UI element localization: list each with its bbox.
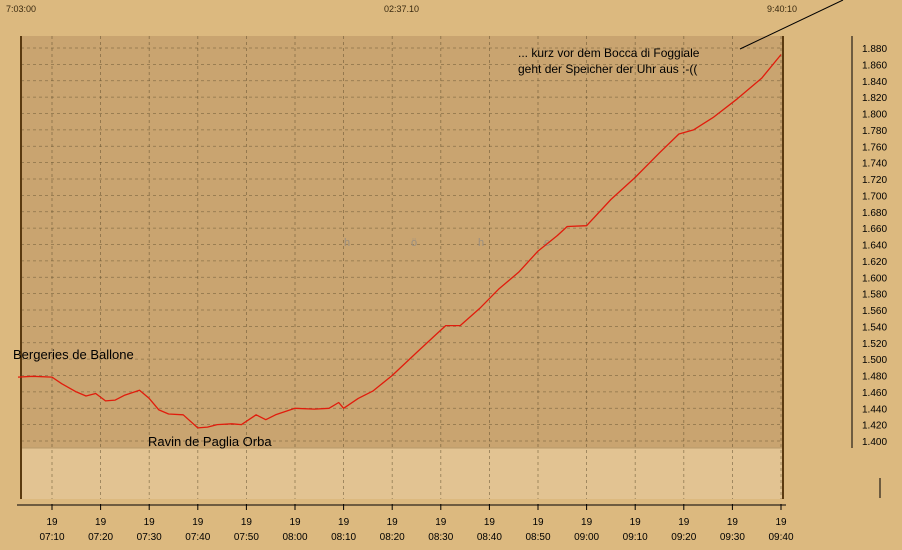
plot-area-lower [21, 448, 783, 499]
faint-letter: ö [411, 237, 417, 249]
annotation-foggiale-line1: ... kurz vor dem Bocca di Foggiale [518, 46, 700, 60]
x-tick-day: 19 [338, 517, 350, 528]
y-tick-label: 1.640 [862, 241, 887, 252]
x-tick-day: 19 [630, 517, 642, 528]
y-tick-label: 1.620 [862, 257, 887, 268]
y-tick-label: 1.500 [862, 355, 887, 366]
y-tick-label: 1.660 [862, 224, 887, 235]
plot-area-upper [21, 36, 783, 448]
x-tick-day: 19 [144, 517, 156, 528]
x-tick-day: 19 [727, 517, 739, 528]
y-tick-label: 1.560 [862, 306, 887, 317]
x-tick-day: 19 [192, 517, 204, 528]
x-tick-time: 07:30 [137, 532, 162, 543]
y-tick-label: 1.740 [862, 159, 887, 170]
x-tick-day: 19 [46, 517, 58, 528]
x-tick-day: 19 [484, 517, 496, 528]
x-tick-time: 09:20 [671, 532, 696, 543]
y-tick-label: 1.700 [862, 191, 887, 202]
x-tick-day: 19 [775, 517, 787, 528]
y-tick-label: 1.440 [862, 404, 887, 415]
y-tick-label: 1.400 [862, 437, 887, 448]
x-tick-day: 19 [387, 517, 399, 528]
start-time-label: 7:03:00 [6, 4, 37, 14]
x-tick-time: 07:50 [234, 532, 259, 543]
y-tick-label: 1.540 [862, 322, 887, 333]
x-tick-time: 07:20 [88, 532, 113, 543]
annotation-foggiale-line2: geht der Speicher der Uhr aus :-(( [518, 62, 697, 76]
x-tick-day: 19 [95, 517, 107, 528]
faint-letter: h [344, 237, 350, 249]
x-tick-day: 19 [532, 517, 544, 528]
x-tick-day: 19 [678, 517, 690, 528]
x-tick-time: 07:40 [185, 532, 210, 543]
end-time-label: 9:40:10 [767, 4, 798, 14]
x-tick-day: 19 [435, 517, 447, 528]
annotation-pointer-line [739, 0, 844, 50]
y-tick-label: 1.840 [862, 77, 887, 88]
x-tick-time: 09:10 [623, 532, 648, 543]
x-tick-time: 08:10 [331, 532, 356, 543]
faint-letter: h [478, 237, 484, 249]
annotation-bergeries: Bergeries de Ballone [13, 347, 134, 362]
y-tick-label: 1.600 [862, 273, 887, 284]
y-tick-label: 1.760 [862, 142, 887, 153]
y-tick-label: 1.460 [862, 388, 887, 399]
x-tick-time: 07:10 [39, 532, 64, 543]
y-tick-label: 1.520 [862, 339, 887, 350]
x-tick-day: 19 [241, 517, 253, 528]
x-tick-time: 08:20 [380, 532, 405, 543]
duration-label: 02:37.10 [384, 4, 420, 14]
y-tick-label: 1.680 [862, 208, 887, 219]
y-tick-label: 1.580 [862, 290, 887, 301]
x-tick-time: 08:00 [282, 532, 307, 543]
x-tick-day: 19 [581, 517, 593, 528]
y-tick-label: 1.820 [862, 93, 887, 104]
y-tick-label: 1.720 [862, 175, 887, 186]
y-tick-label: 1.480 [862, 372, 887, 383]
y-tick-label: 1.780 [862, 126, 887, 137]
x-tick-time: 09:40 [768, 532, 793, 543]
annotation-ravin: Ravin de Paglia Orba [148, 434, 272, 449]
y-tick-label: 1.800 [862, 110, 887, 121]
x-tick-time: 08:30 [428, 532, 453, 543]
x-tick-day: 19 [289, 517, 301, 528]
y-tick-label: 1.880 [862, 44, 887, 55]
elevation-series-line [17, 54, 782, 429]
y-tick-label: 1.860 [862, 60, 887, 71]
y-tick-label: 1.420 [862, 421, 887, 432]
x-tick-time: 09:00 [574, 532, 599, 543]
x-tick-time: 08:40 [477, 532, 502, 543]
x-tick-time: 09:30 [720, 532, 745, 543]
x-tick-time: 08:50 [525, 532, 550, 543]
